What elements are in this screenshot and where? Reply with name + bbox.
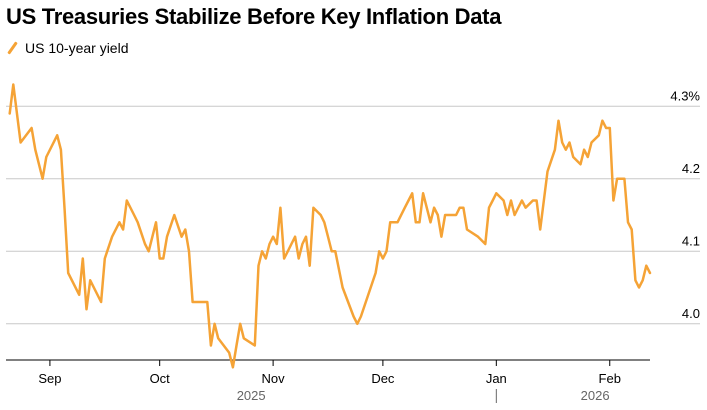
x-tick-label: Dec	[371, 371, 395, 386]
year-label: 2025	[237, 388, 266, 403]
x-tick-label: Jan	[486, 371, 507, 386]
chart-title: US Treasuries Stabilize Before Key Infla…	[6, 4, 502, 29]
gridlines	[6, 105, 700, 325]
x-tick-label: Feb	[599, 371, 621, 386]
y-tick-label: 4.3%	[670, 88, 700, 103]
x-tick-label: Nov	[262, 371, 286, 386]
legend-label: US 10-year yield	[25, 40, 129, 56]
y-axis-labels: 4.3% 4.2 4.1 4.0	[670, 88, 700, 321]
x-tick-label: Sep	[38, 371, 61, 386]
y-tick-label: 4.0	[682, 306, 700, 321]
y-tick-label: 4.1	[682, 233, 700, 248]
x-axis: Sep Oct Nov Dec Jan Feb 2025 2026	[6, 359, 650, 403]
x-tick-label: Oct	[150, 371, 171, 386]
year-label: 2026	[581, 388, 610, 403]
y-tick-label: 4.2	[682, 161, 700, 176]
legend: US 10-year yield	[6, 40, 129, 56]
series-layer	[8, 83, 652, 369]
series-line-us-10-year-yield	[8, 83, 652, 369]
